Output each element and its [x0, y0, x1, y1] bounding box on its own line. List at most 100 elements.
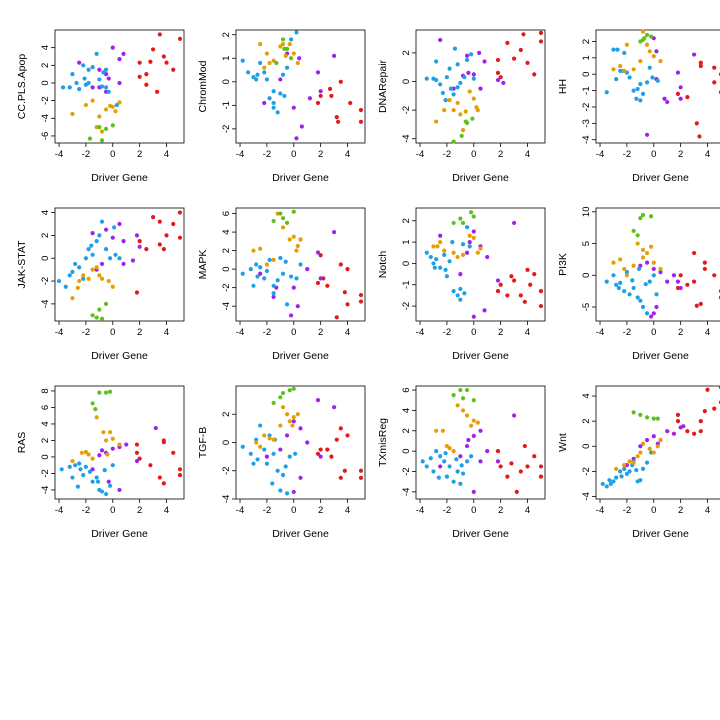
data-point-purple [438, 233, 443, 238]
plot-frame [415, 385, 546, 500]
x-tick-label: 2 [137, 327, 142, 338]
data-point-purple [651, 311, 656, 316]
data-point-blue [77, 461, 82, 466]
data-point-blue [643, 282, 648, 287]
data-point-red [150, 215, 156, 220]
data-point-blue [101, 70, 106, 75]
data-point-blue [254, 262, 259, 267]
data-point-blue [464, 459, 470, 464]
x-tick-label: -4 [416, 149, 424, 160]
plot-frame [54, 29, 185, 144]
y-axis-title: TXmisReg [377, 418, 389, 467]
y-tick-label: -6 [40, 132, 51, 140]
data-point-red [495, 70, 501, 76]
x-tick-label: -2 [82, 505, 90, 516]
data-point-orange [290, 423, 295, 428]
data-point-orange [611, 67, 616, 72]
data-point-orange [438, 240, 443, 245]
data-point-red [538, 39, 544, 44]
data-point-red [675, 412, 681, 417]
data-point-red [698, 63, 703, 69]
y-tick-label: -4 [40, 114, 51, 122]
data-point-red [522, 443, 527, 449]
data-point-purple [495, 278, 501, 283]
data-point-orange [251, 248, 256, 253]
data-point-blue [604, 484, 609, 489]
data-point-orange [294, 248, 299, 253]
data-point-red [498, 75, 503, 80]
data-point-green [99, 138, 105, 143]
data-point-orange [117, 442, 122, 447]
data-point-blue [258, 423, 263, 428]
data-point-blue [604, 90, 609, 95]
data-point-purple [665, 279, 670, 284]
data-point-red [358, 475, 364, 480]
data-point-blue [59, 467, 64, 472]
data-point-blue [240, 271, 245, 276]
data-point-red [338, 262, 343, 267]
data-point-purple [121, 239, 126, 244]
data-point-orange [638, 450, 643, 455]
data-point-orange [291, 414, 296, 420]
data-point-orange [117, 100, 122, 105]
data-point-blue [264, 461, 270, 466]
data-point-red [358, 299, 364, 304]
x-tick-label: -4 [55, 327, 63, 338]
x-tick-label: -2 [623, 327, 631, 338]
data-point-blue [444, 274, 450, 279]
data-point-blue [618, 469, 623, 474]
data-point-blue [240, 444, 245, 449]
y-axis-title: MAPK [197, 250, 209, 280]
data-point-blue [438, 265, 443, 270]
y-tick-label: 1 [581, 55, 592, 60]
data-point-orange [631, 263, 636, 268]
data-point-purple [678, 96, 683, 101]
y-tick-label: -2 [40, 277, 51, 285]
data-point-red [495, 57, 501, 63]
data-point-red [134, 290, 140, 295]
y-tick-label: 0 [40, 256, 51, 261]
data-point-orange [284, 412, 290, 417]
data-point-red [698, 429, 703, 434]
data-point-blue [63, 284, 68, 289]
data-point-red [518, 47, 523, 53]
y-tick-label: 10 [581, 207, 592, 218]
data-point-purple [466, 70, 471, 76]
data-point-orange [254, 440, 259, 445]
data-point-blue [280, 472, 286, 478]
data-point-blue [112, 225, 117, 230]
data-point-red [514, 489, 519, 494]
data-point-purple [471, 433, 476, 438]
data-point-purple [458, 271, 463, 277]
x-tick-label: 2 [318, 327, 323, 338]
data-point-blue [271, 100, 276, 106]
x-tick-label: 2 [678, 149, 683, 160]
data-point-purple [97, 67, 102, 72]
y-tick-label: 1 [221, 56, 232, 61]
data-point-green [638, 216, 643, 221]
data-point-blue [638, 81, 643, 87]
data-point-blue [264, 77, 270, 82]
data-point-blue [81, 63, 86, 68]
data-point-orange [107, 430, 113, 435]
data-point-blue [464, 225, 470, 230]
data-point-blue [284, 302, 290, 307]
data-point-blue [103, 67, 109, 72]
panel-wnt: -4 -2 0 2 4 -4 -2 0 2 4 Driver Gene Wnt [557, 385, 720, 540]
data-point-orange [431, 244, 436, 249]
data-point-orange [295, 412, 300, 417]
data-point-blue [438, 454, 443, 459]
data-point-orange [440, 428, 445, 433]
y-tick-label: -4 [40, 486, 51, 494]
data-point-blue [81, 276, 86, 281]
data-point-blue [431, 261, 436, 266]
data-point-orange [635, 454, 640, 459]
data-point-red [358, 107, 364, 113]
data-point-blue [267, 96, 272, 101]
data-point-green [631, 410, 636, 415]
data-point-purple [662, 96, 667, 101]
x-tick-label: 4 [345, 149, 350, 160]
y-tick-label: -2 [581, 467, 592, 475]
data-point-blue [284, 65, 290, 70]
data-point-purple [482, 308, 487, 313]
